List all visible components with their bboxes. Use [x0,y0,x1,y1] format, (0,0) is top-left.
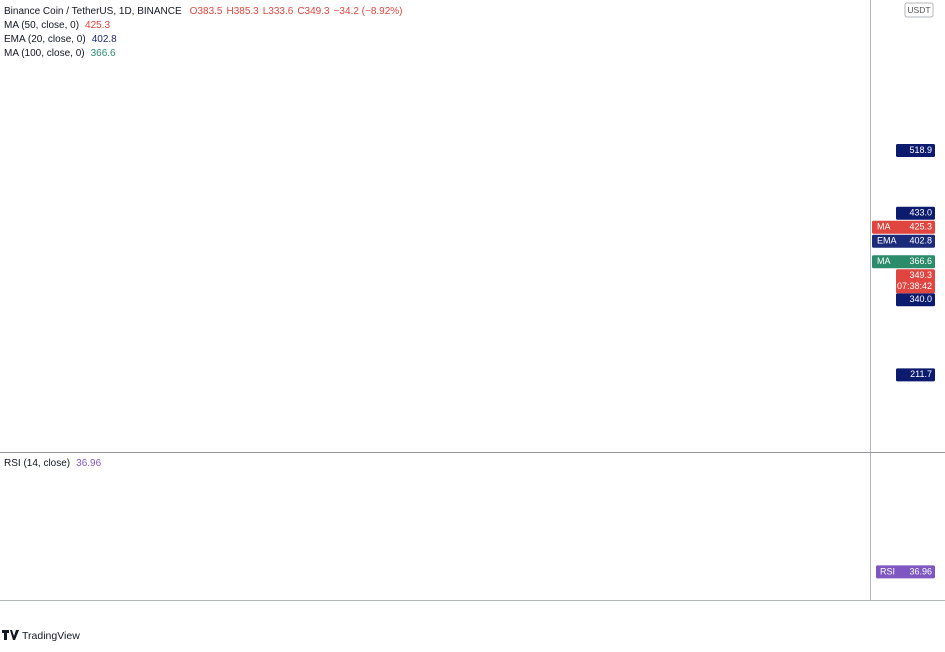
tag-value: 518.9 [909,145,932,155]
level-tag [896,206,935,220]
tag-value: 402.8 [909,236,932,246]
legend-value: 425.3 [85,20,110,31]
level-tag [896,143,935,157]
tag-short-label: MA [877,256,891,266]
legend-entry: MA (100, close, 0) 366.6 [4,48,116,59]
indicator-tag [872,234,935,248]
logo-icon [2,630,19,640]
ohlc: O383.5 [190,6,223,17]
currency-box[interactable] [904,2,934,18]
brand: TradingView [22,630,80,642]
legend-entry: MA (50, close, 0) 425.3 [4,20,110,31]
tag-value: 425.3 [909,222,932,232]
tag-value: 349.3 [909,270,932,280]
indicator-tag [872,220,935,234]
tag-value: 340.0 [909,294,932,304]
tag-value: 433.0 [909,208,932,218]
ohlc: L333.6 [263,6,294,17]
legend-value: 366.6 [91,48,116,59]
change: −34.2 (−8.92%) [334,6,403,17]
rsi-name: RSI (14, close) [4,458,70,469]
rsi-tag [876,565,935,579]
ohlc: H385.3 [226,6,259,17]
tag-short-label: EMA [877,236,897,246]
level-tag [896,293,935,307]
header: Binance Coin / TetherUS, 1D, BINANCE O383… [4,6,403,17]
rsi-tag-label: RSI [880,566,895,576]
symbol: Binance Coin / TetherUS, 1D, BINANCE [4,6,182,17]
ohlc: C349.3 [297,6,330,17]
tag-value: 366.6 [909,256,932,266]
tag-value: 211.7 [910,369,932,379]
rsi-legend: RSI (14, close) 36.96 [4,458,102,469]
price-tags: 518.9 433.0 340.0 211.7 MA 425.3 EMA 402.8 MA 366… [872,143,935,579]
legend-value: 402.8 [92,34,117,45]
legend-entry: EMA (20, close, 0) 402.8 [4,34,117,45]
legend-name: EMA (20, close, 0) [4,34,86,45]
legend: MA (50, close, 0) 425.3 EMA (20, close, 0)… [4,20,117,469]
legend-name: MA (100, close, 0) [4,48,85,59]
legend-name: MA (50, close, 0) [4,20,79,31]
tag-short-label: MA [877,222,891,232]
countdown: 07:38:42 [897,281,932,291]
rsi-tag-value: 36.96 [909,566,932,576]
last-price-tag [896,269,935,294]
rsi-value: 36.96 [76,458,101,469]
brand-logo: TradingView [2,630,80,642]
level-tag [896,368,935,382]
currency: USDT [907,5,930,15]
indicator-tag [872,255,935,269]
